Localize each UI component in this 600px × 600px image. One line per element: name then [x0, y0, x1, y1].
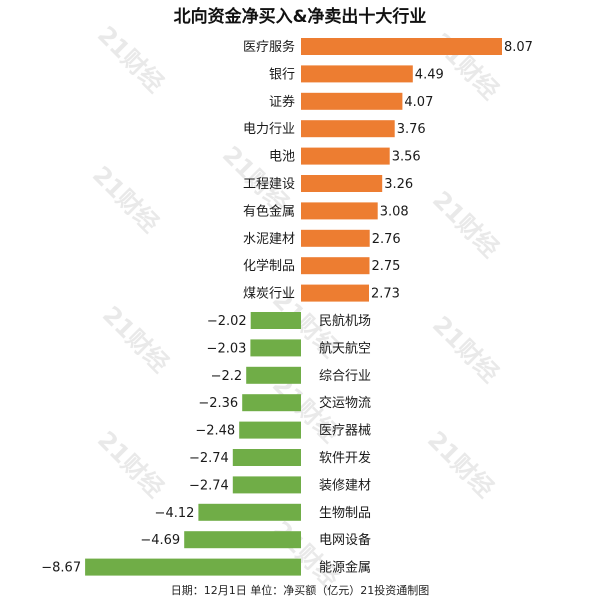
watermark-text: 21财经 — [267, 516, 344, 593]
chart-title: 北向资金净买入&净卖出十大行业 — [174, 6, 427, 27]
value-label-3: 4.07 — [404, 95, 433, 110]
category-label-3: 证券 — [269, 94, 295, 110]
value-label-12: −2.03 — [207, 341, 247, 356]
value-label-9: 2.75 — [372, 259, 401, 274]
value-label-8: 2.76 — [372, 232, 401, 247]
bar-11 — [250, 312, 301, 329]
value-label-4: 3.76 — [397, 122, 426, 137]
value-label-6: 3.26 — [384, 177, 413, 192]
bar-14 — [242, 394, 301, 412]
bar-1 — [301, 38, 502, 55]
value-label-1: 8.07 — [504, 40, 533, 55]
category-label-6: 工程建设 — [243, 177, 295, 192]
bar-4 — [301, 120, 395, 138]
bar-2 — [301, 65, 413, 83]
category-label-9: 化学制品 — [243, 258, 295, 274]
category-label-10: 煤炭行业 — [243, 287, 295, 302]
bar-7 — [301, 202, 378, 220]
watermark-text: 21财经 — [87, 161, 164, 238]
value-label-14: −2.36 — [198, 396, 238, 411]
value-label-19: −4.69 — [140, 533, 180, 548]
watermark-text: 21财经 — [92, 426, 169, 503]
category-label-15: 医疗器械 — [319, 424, 371, 439]
bar-18 — [198, 503, 301, 521]
bar-3 — [301, 92, 403, 110]
value-label-10: 2.73 — [371, 287, 400, 302]
category-label-12: 航天航空 — [319, 340, 371, 356]
category-label-16: 软件开发 — [319, 450, 371, 466]
category-label-2: 银行 — [269, 67, 295, 82]
bar-13 — [246, 366, 301, 384]
value-label-16: −2.74 — [189, 451, 229, 466]
category-label-4: 电力行业 — [243, 122, 295, 137]
category-label-11: 民航机场 — [319, 313, 371, 329]
category-label-13: 综合行业 — [319, 369, 371, 384]
watermark-text: 21财经 — [97, 301, 174, 378]
bars-group: 医疗服务 8.07 银行 4.49 证券 4.07 电力行业 3.76 电池 3.56 工程建设 3.… — [41, 38, 533, 576]
bar-6 — [301, 175, 383, 192]
category-label-20: 能源金属 — [319, 560, 371, 576]
value-label-13: −2.2 — [211, 369, 243, 384]
category-label-14: 交运物流 — [319, 395, 371, 411]
bar-17 — [232, 476, 301, 494]
value-label-20: −8.67 — [41, 561, 81, 576]
value-label-2: 4.49 — [415, 67, 444, 82]
bar-8 — [301, 229, 370, 247]
category-label-5: 电池 — [269, 150, 295, 165]
value-label-17: −2.74 — [189, 478, 229, 493]
bar-5 — [301, 147, 390, 165]
bar-16 — [232, 449, 301, 466]
bar-12 — [250, 339, 301, 357]
bar-10 — [301, 284, 369, 302]
watermark-text: 21财经 — [427, 186, 504, 263]
value-label-5: 3.56 — [392, 150, 421, 165]
bar-15 — [239, 421, 301, 439]
bar-20 — [85, 558, 301, 576]
value-label-18: −4.12 — [155, 506, 195, 521]
category-label-8: 水泥建材 — [243, 232, 295, 247]
value-label-7: 3.08 — [380, 204, 409, 219]
bar-9 — [301, 257, 370, 275]
chart-footer: 日期：12月1日 单位：净买额（亿元）21投资通制图 — [171, 583, 430, 597]
watermark-text: 21财经 — [422, 426, 499, 503]
category-label-7: 有色金属 — [243, 203, 295, 219]
value-label-15: −2.48 — [195, 424, 235, 439]
category-label-1: 医疗服务 — [243, 39, 295, 55]
category-label-19: 电网设备 — [319, 532, 371, 548]
watermark-text: 21财经 — [92, 21, 169, 98]
bar-19 — [184, 531, 301, 549]
category-label-17: 装修建材 — [319, 478, 371, 493]
value-label-11: −2.02 — [207, 314, 247, 329]
watermark-text: 21财经 — [427, 311, 504, 388]
category-label-18: 生物制品 — [319, 506, 371, 521]
